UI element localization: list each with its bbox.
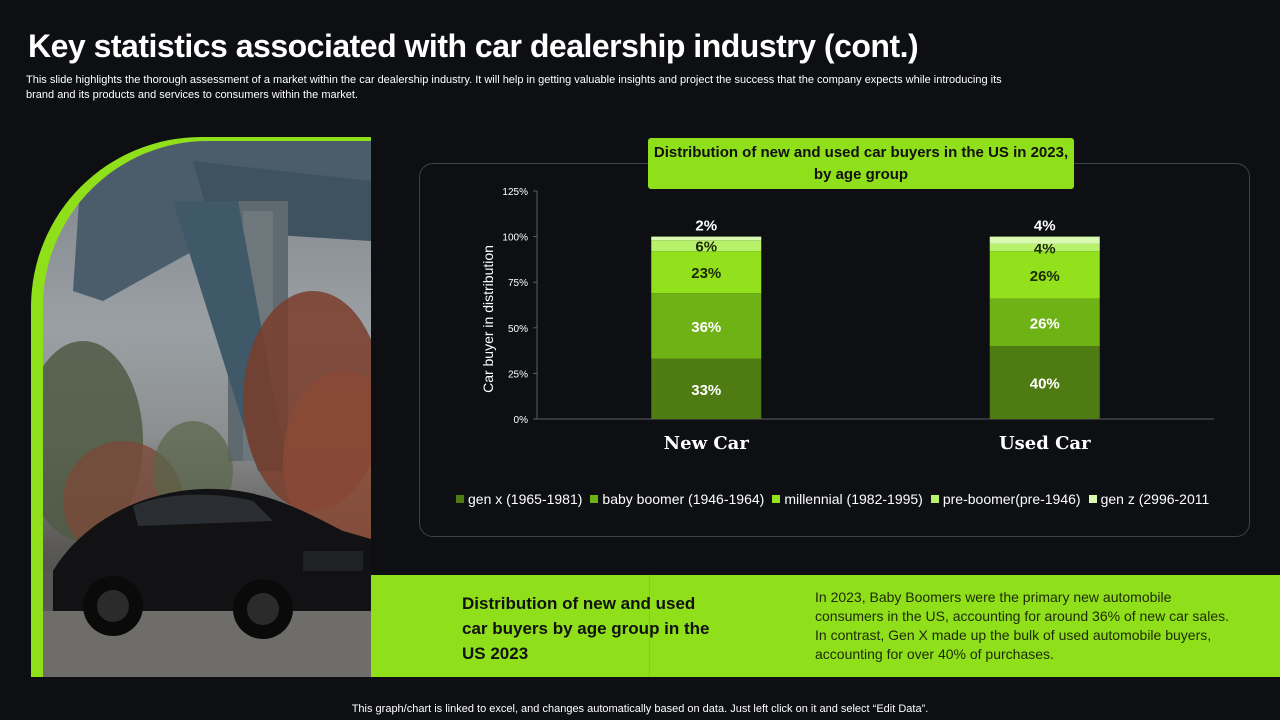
bar-segment <box>989 346 1100 419</box>
y-tick-label: 25% <box>508 369 528 380</box>
bar-segment <box>989 236 1100 244</box>
data-label: 4% <box>1034 241 1056 258</box>
stacked-bar-chart[interactable]: 0% 25% 50% 75% 100% 125% Car buyer in distribu… <box>419 163 1250 537</box>
bar-segment <box>989 251 1100 299</box>
page-subtitle: This slide highlights the thorough asses… <box>26 74 1002 101</box>
y-tick-label: 75% <box>508 278 528 289</box>
summary-divider <box>649 575 650 677</box>
legend-label: baby boomer (1946-1964) <box>602 491 765 507</box>
data-label: 26% <box>1030 268 1060 285</box>
legend-item: gen z (2996-2011 <box>1088 491 1210 507</box>
summary-heading: Distribution of new and used car buyers … <box>462 594 710 663</box>
summary-band <box>371 575 1280 677</box>
legend-label: millennial (1982-1995) <box>784 491 923 507</box>
page-title: Key statistics associated with car deale… <box>28 28 919 64</box>
y-tick-label: 0% <box>514 415 529 426</box>
chart-legend: gen x (1965-1981) baby boomer (1946-1964)… <box>456 491 1209 507</box>
car-photo <box>43 141 371 677</box>
data-label: 36% <box>691 319 721 336</box>
legend-swatch <box>1088 495 1097 503</box>
legend-swatch <box>772 495 781 503</box>
legend-item: pre-boomer(pre-1946) <box>930 491 1081 507</box>
legend-item: millennial (1982-1995) <box>772 491 923 507</box>
photo-panel <box>31 137 371 677</box>
bar-segment <box>989 298 1100 347</box>
legend-item: baby boomer (1946-1964) <box>590 491 764 507</box>
data-label: 23% <box>691 265 721 282</box>
legend-item: gen x (1965-1981) <box>456 491 582 507</box>
bar-segment <box>989 243 1100 252</box>
data-label: 40% <box>1030 376 1060 393</box>
legend-swatch <box>456 495 464 503</box>
x-category-label: New Car <box>664 433 750 454</box>
data-label: 2% <box>695 218 717 235</box>
legend-label: gen z (2996-2011 <box>1100 491 1210 507</box>
bar-segment <box>651 293 762 359</box>
data-label: 6% <box>695 239 717 256</box>
y-tick-label: 125% <box>502 187 528 198</box>
bar-segment <box>651 358 762 419</box>
legend-swatch <box>590 495 599 503</box>
y-tick-label: 50% <box>508 324 528 335</box>
bar-segment <box>651 240 762 252</box>
y-tick-label: 100% <box>502 233 528 244</box>
data-label: 26% <box>1030 315 1060 332</box>
chart-title: Distribution of new and used car buyers … <box>648 138 1074 189</box>
summary-text: In 2023, Baby Boomers were the primary n… <box>815 589 1229 662</box>
legend-swatch <box>930 495 939 503</box>
x-category-label: Used Car <box>999 433 1091 454</box>
bar-segment <box>651 236 762 241</box>
data-label: 4% <box>1034 218 1056 235</box>
y-axis-label: Car buyer in distribution <box>480 245 496 393</box>
data-label: 33% <box>691 382 721 399</box>
legend-label: gen x (1965-1981) <box>468 491 583 507</box>
footnote: This graph/chart is linked to excel, and… <box>351 703 929 715</box>
legend-label: pre-boomer(pre-1946) <box>942 491 1081 507</box>
bar-segment <box>651 251 762 294</box>
